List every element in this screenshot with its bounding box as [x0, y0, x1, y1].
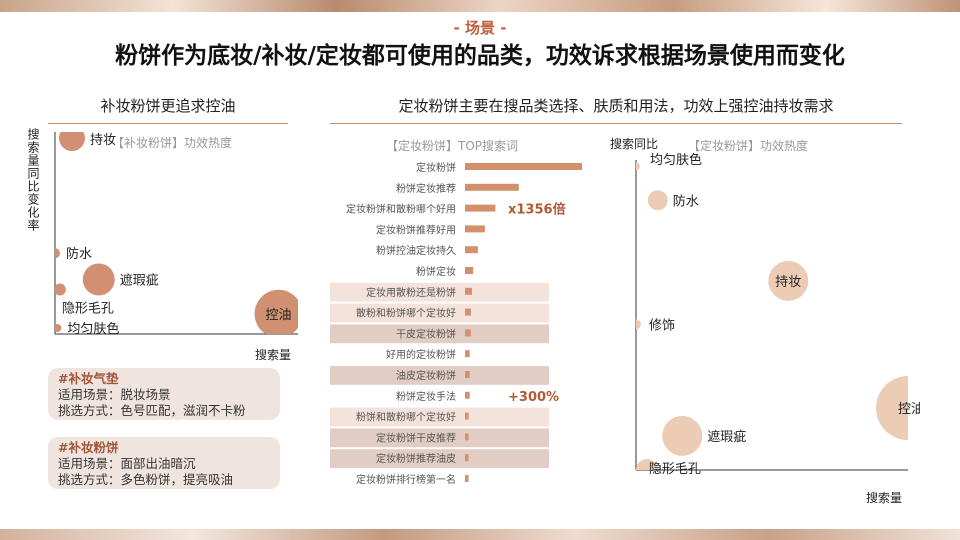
right-chart-bubble-2: [768, 260, 809, 301]
bar-annotation-0: x1356倍: [508, 202, 566, 218]
bar-12: [465, 412, 469, 420]
bar-chart-title: 【定妆粉饼】TOP搜索词: [386, 139, 519, 153]
bar-label-6: 定妆用散粉还是粉饼: [366, 286, 456, 299]
bar-label-7: 散粉和粉饼哪个定妆好: [356, 307, 456, 320]
card-powder-method: 挑选方式：多色粉饼，提亮吸油: [58, 472, 234, 487]
bar-1: [465, 183, 519, 191]
right-chart-label-6: 隐形毛孔: [649, 462, 701, 477]
bar-label-15: 定妆粉饼排行榜第一名: [356, 473, 456, 486]
bar-5: [465, 267, 474, 274]
page-title: 粉饼作为底妆/补妆/定妆都可使用的品类，功效诉求根据场景使用而变化: [115, 43, 845, 69]
right-chart-bubble-1: [647, 190, 668, 211]
card-cushion-title: #补妆气垫: [58, 371, 119, 386]
left-chart-label-3: 隐形毛孔: [62, 302, 114, 317]
bar-10: [465, 371, 470, 378]
bar-0: [465, 163, 582, 170]
bar-label-1: 粉饼定妆推荐: [396, 182, 456, 195]
bar-label-5: 粉饼定妆: [416, 265, 456, 278]
bar-row-highlight-14: [330, 449, 549, 468]
left-chart-label-4: 均匀肤色: [67, 321, 119, 337]
left-chart-ylabel: 搜索量同比变化率: [26, 128, 40, 232]
right-section-title: 定妆粉饼主要在搜品类选择、肤质和用法，功效上强控油持妆需求: [398, 97, 834, 115]
left-chart-label-5: 控油: [266, 308, 292, 323]
card-powder-scene: 适用场景：面部出油暗沉: [58, 456, 196, 471]
bar-label-9: 好用的定妆粉饼: [386, 348, 456, 361]
bar-label-13: 定妆粉饼干皮推荐: [376, 431, 456, 444]
right-chart-bubble-6: [636, 459, 658, 470]
bar-label-11: 粉饼定妆手法: [396, 390, 456, 403]
bar-2: [465, 204, 496, 212]
bar-label-10: 油皮定妆粉饼: [396, 369, 456, 382]
right-chart-bubble-4: [876, 376, 908, 440]
bar-row-highlight-13: [330, 428, 549, 448]
right-chart-label-5: 遮瑕疵: [707, 429, 746, 445]
card-powder-title: #补妆粉饼: [58, 440, 119, 455]
bar-label-8: 干皮定妆粉饼: [396, 327, 456, 340]
bar-label-12: 粉饼和散粉哪个定妆好: [356, 411, 456, 424]
bar-4: [465, 246, 478, 254]
bar-15: [465, 475, 469, 482]
right-chart-label-0: 均匀肤色: [650, 152, 702, 168]
card-cushion: #补妆气垫 适用场景：脱妆场景 挑选方式：色号匹配，滋润不卡粉: [48, 368, 280, 420]
bar-label-2: 定妆粉饼和散粉哪个好用: [346, 203, 456, 216]
right-section-divider: [330, 123, 902, 124]
card-powder: #补妆粉饼 适用场景：面部出油暗沉 挑选方式：多色粉饼，提亮吸油: [48, 437, 280, 489]
left-section-divider: [48, 123, 288, 124]
bar-label-4: 粉饼控油定妆持久: [376, 244, 456, 257]
bar-6: [465, 287, 473, 295]
right-chart-xlabel: 搜索量: [866, 491, 903, 505]
top-search-bar-chart: 定妆粉饼粉饼定妆推荐定妆粉饼和散粉哪个好用定妆粉饼推荐好用粉饼控油定妆持久粉饼定…: [330, 161, 582, 486]
right-chart-ylabel: 搜索同比: [610, 137, 659, 151]
right-chart-bubble-0: [636, 162, 640, 171]
bar-11: [465, 391, 470, 399]
bar-annotation-1: +300%: [508, 390, 559, 405]
right-chart-bubble-3: [636, 319, 641, 330]
left-chart-bubble-3: [55, 283, 66, 296]
left-chart-bubble-1: [55, 248, 60, 259]
bar-row-highlight-10: [330, 366, 549, 385]
right-chart-label-3: 修饰: [649, 318, 675, 333]
left-section-title: 补妆粉饼更追求控油: [100, 97, 236, 115]
right-chart-bubble-5: [662, 415, 703, 456]
left-chart-xlabel: 搜索量: [255, 348, 292, 362]
bar-label-0: 定妆粉饼: [416, 161, 456, 174]
right-chart-title: 【定妆粉饼】功效热度: [688, 139, 809, 153]
top-decoration: [0, 0, 960, 12]
left-chart-bubble-5: [254, 289, 298, 334]
left-chart-title: 【补妆粉饼】功效热度: [112, 136, 233, 150]
scene-label: - 场景 -: [453, 19, 507, 37]
bar-row-highlight-6: [330, 282, 549, 302]
right-chart-label-1: 防水: [673, 193, 699, 209]
bottom-decoration: [0, 529, 960, 540]
bar-row-highlight-8: [330, 324, 549, 344]
right-chart-label-2: 持妆: [775, 275, 801, 290]
left-chart-label-1: 防水: [66, 246, 92, 262]
bar-row-highlight-7: [330, 303, 549, 323]
bar-14: [465, 454, 469, 462]
left-chart-bubble-0: [59, 132, 86, 152]
left-chart-label-0: 持妆: [90, 133, 116, 148]
bar-13: [465, 433, 469, 441]
bar-label-3: 定妆粉饼推荐好用: [376, 223, 456, 236]
card-cushion-method: 挑选方式：色号匹配，滋润不卡粉: [58, 403, 246, 418]
card-cushion-scene: 适用场景：脱妆场景: [58, 387, 171, 402]
bar-row-highlight-12: [330, 407, 549, 427]
bar-3: [465, 225, 485, 233]
right-chart-label-4: 控油: [898, 402, 920, 417]
bar-9: [465, 350, 470, 358]
bar-7: [465, 308, 471, 316]
left-chart-bubble-4: [55, 323, 62, 332]
left-chart-label-2: 遮瑕疵: [120, 272, 159, 288]
bar-8: [465, 329, 471, 337]
left-chart-bubble-2: [82, 263, 115, 296]
bar-label-14: 定妆粉饼推荐油皮: [376, 452, 456, 465]
